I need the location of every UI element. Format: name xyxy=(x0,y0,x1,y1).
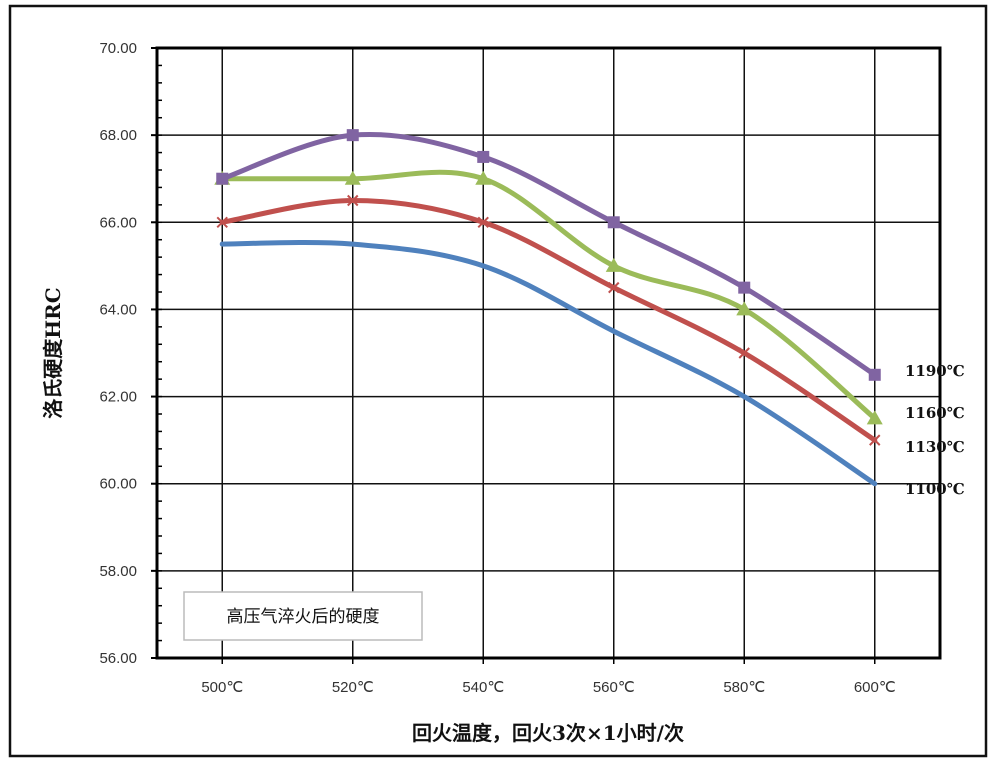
x-tick-label: 560℃ xyxy=(593,679,635,696)
plot-frame xyxy=(155,46,942,660)
data-point xyxy=(605,257,622,272)
series-label: 1100℃ xyxy=(905,480,965,498)
y-tick-label: 56.00 xyxy=(99,650,137,667)
x-axis-title: 回火温度，回火3次×1小时/次 xyxy=(412,721,684,745)
series-1130℃ xyxy=(216,194,881,446)
y-tick-label: 68.00 xyxy=(99,127,137,144)
series-label: 1160℃ xyxy=(905,404,965,422)
series-line xyxy=(219,131,878,378)
data-point xyxy=(608,281,620,294)
annotation-box: 高压气淬火后的硬度 xyxy=(183,591,423,641)
data-point xyxy=(216,216,228,228)
y-axis-title: 洛氏硬度HRC xyxy=(41,287,65,418)
data-point xyxy=(346,129,359,142)
data-point xyxy=(869,434,881,446)
x-tick-label: 500℃ xyxy=(201,679,243,696)
data-point xyxy=(216,172,229,185)
data-point xyxy=(868,368,881,381)
data-point xyxy=(738,281,751,294)
data-point xyxy=(477,150,490,163)
y-tick-label: 70.00 xyxy=(99,40,137,57)
data-point xyxy=(738,347,750,359)
outer-frame xyxy=(8,4,988,758)
series-label: 1130℃ xyxy=(905,438,965,456)
x-tick-label: 540℃ xyxy=(462,679,504,696)
x-tick-label: 600℃ xyxy=(854,679,896,696)
data-point xyxy=(736,301,753,316)
y-tick-label: 62.00 xyxy=(99,389,137,406)
series-label: 1190℃ xyxy=(905,362,965,380)
y-tick-label: 66.00 xyxy=(99,214,137,231)
y-tick-label: 64.00 xyxy=(99,301,137,318)
y-tick-label: 60.00 xyxy=(99,476,137,493)
data-point xyxy=(344,170,361,185)
series-1190℃ xyxy=(216,129,881,381)
data-point xyxy=(866,410,883,425)
series-1100℃ xyxy=(219,239,878,487)
series-line xyxy=(219,239,878,487)
data-point xyxy=(475,170,492,185)
data-point xyxy=(347,194,359,207)
annotation-text: 高压气淬火后的硬度 xyxy=(227,607,380,627)
series-line xyxy=(219,197,878,443)
x-tick-label: 580℃ xyxy=(723,679,765,696)
x-tick-label: 520℃ xyxy=(332,679,374,696)
data-point xyxy=(607,216,620,229)
series-line xyxy=(219,169,878,421)
data-point xyxy=(477,216,489,228)
y-tick-label: 58.00 xyxy=(99,563,137,580)
